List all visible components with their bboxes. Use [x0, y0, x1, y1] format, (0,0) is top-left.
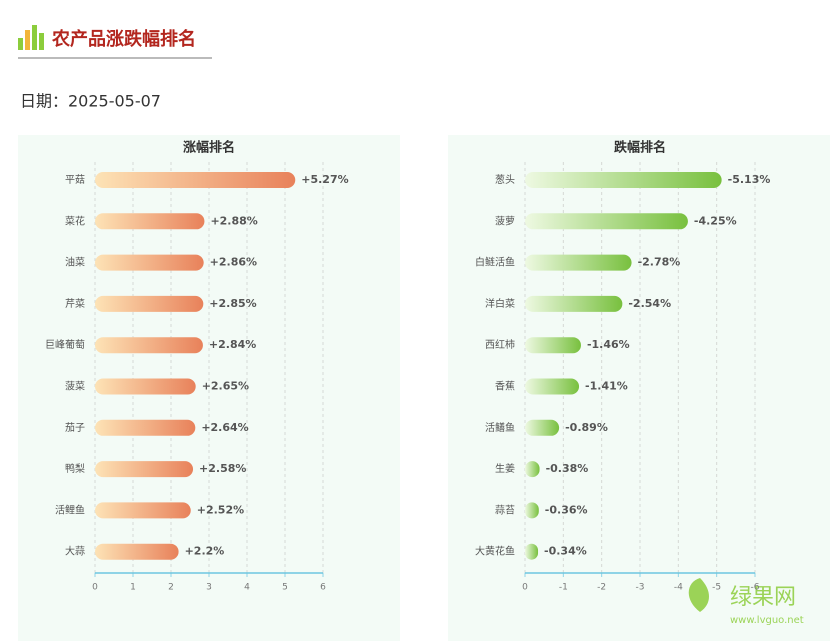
y-tick-label: 油菜	[65, 256, 85, 269]
x-tick-label: -5	[712, 583, 721, 593]
x-tick-label: -6	[751, 583, 760, 593]
value-label: +2.84%	[209, 338, 256, 351]
watermark-url: www.lvguo.net	[730, 615, 804, 626]
bar	[525, 213, 688, 230]
x-tick-label: -2	[597, 583, 606, 593]
bar	[95, 461, 194, 478]
bar	[525, 543, 539, 560]
y-tick-label: 大蒜	[65, 545, 85, 558]
value-label: +2.88%	[210, 214, 257, 227]
y-tick-label: 白鲢活鱼	[475, 256, 515, 269]
bar	[95, 254, 204, 271]
y-tick-label: 芹菜	[65, 298, 85, 310]
value-label: +5.27%	[301, 173, 348, 186]
bar	[525, 172, 722, 188]
chart-title: 涨幅排名	[182, 140, 235, 156]
y-tick-label: 茄子	[65, 421, 85, 434]
value-label: -0.89%	[565, 421, 608, 434]
value-label: -2.54%	[628, 297, 671, 310]
bar	[525, 378, 580, 395]
x-tick-label: -1	[559, 583, 568, 593]
x-tick-label: 4	[244, 583, 250, 593]
bar	[525, 461, 540, 478]
value-label: -0.34%	[544, 545, 587, 558]
value-label: -2.78%	[638, 256, 681, 269]
watermark: 绿果网 www.lvguo.net	[688, 578, 804, 626]
x-tick-label: 0	[522, 583, 528, 593]
bar	[95, 419, 196, 436]
x-tick-label: 0	[92, 583, 98, 593]
x-tick-label: 6	[320, 583, 326, 593]
bar	[95, 502, 191, 519]
value-label: -0.38%	[546, 462, 589, 475]
y-tick-label: 活鲤鱼	[55, 503, 85, 516]
value-label: -0.36%	[545, 503, 588, 516]
y-tick-label: 西红柿	[485, 338, 515, 351]
y-tick-label: 巨峰葡萄	[45, 338, 85, 351]
y-tick-label: 大黄花鱼	[475, 545, 515, 558]
value-label: +2.65%	[202, 380, 249, 393]
x-tick-label: -4	[674, 583, 683, 593]
x-tick-label: 1	[130, 583, 136, 593]
value-label: +2.64%	[201, 421, 248, 434]
bar	[525, 254, 632, 271]
value-label: -1.41%	[585, 380, 628, 393]
bar	[95, 378, 196, 395]
value-label: -5.13%	[728, 173, 771, 186]
bar	[525, 419, 560, 436]
chart-title: 跌幅排名	[614, 140, 666, 156]
value-label: -4.25%	[694, 214, 737, 227]
y-tick-label: 蒜苔	[495, 503, 515, 516]
x-tick-label: 5	[282, 583, 288, 593]
y-tick-label: 菜花	[65, 214, 85, 227]
date: 日期：2025-05-07	[20, 92, 161, 111]
watermark-name: 绿果网	[730, 585, 796, 610]
bar	[525, 295, 623, 312]
value-label: -1.46%	[587, 338, 630, 351]
panel	[18, 135, 400, 641]
bar	[95, 295, 204, 312]
bar	[95, 543, 179, 560]
x-tick-label: 2	[168, 583, 174, 593]
y-tick-label: 香蕉	[495, 381, 515, 393]
y-tick-label: 生姜	[495, 462, 515, 475]
value-label: +2.86%	[210, 256, 257, 269]
value-label: +2.58%	[199, 462, 246, 475]
x-tick-label: -3	[636, 583, 645, 593]
y-tick-label: 菠萝	[495, 215, 515, 227]
y-tick-label: 葱头	[495, 174, 515, 186]
header-title: 农产品涨跌幅排名	[51, 28, 196, 50]
bar	[95, 213, 205, 230]
value-label: +2.85%	[209, 297, 256, 310]
bar	[95, 337, 203, 354]
bar	[525, 337, 581, 354]
y-tick-label: 平菇	[65, 173, 85, 186]
bar	[95, 172, 296, 188]
y-tick-label: 鸭梨	[65, 462, 85, 475]
header-icon	[18, 25, 44, 50]
x-tick-label: 3	[206, 583, 212, 593]
y-tick-label: 洋白菜	[485, 297, 515, 310]
y-tick-label: 菠菜	[65, 381, 85, 393]
y-tick-label: 活鳝鱼	[485, 421, 515, 434]
value-label: +2.2%	[185, 545, 225, 558]
value-label: +2.52%	[197, 503, 244, 516]
bar	[525, 502, 539, 519]
